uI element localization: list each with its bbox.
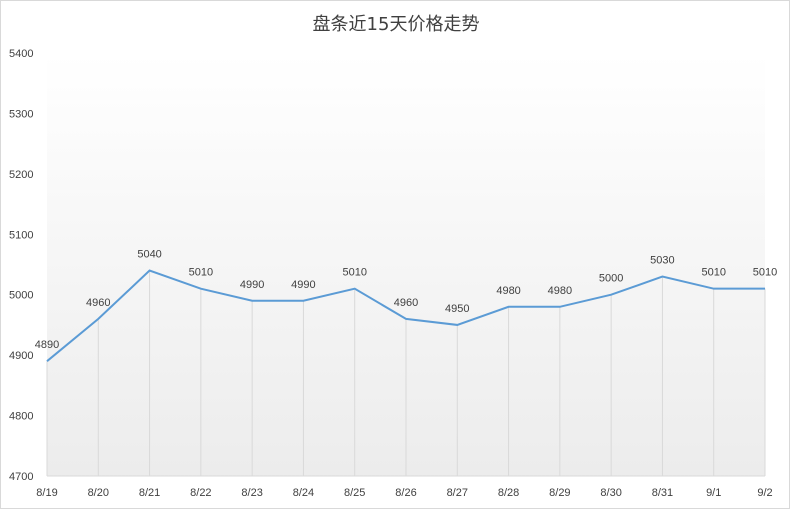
data-label-8/31: 5030 — [650, 255, 674, 267]
data-label-8/22: 5010 — [189, 267, 213, 279]
x-tick-label-8/26: 8/26 — [395, 487, 416, 499]
x-tick-label-8/25: 8/25 — [344, 487, 365, 499]
y-tick-label-4700: 4700 — [9, 471, 33, 483]
y-tick-label-4800: 4800 — [9, 411, 33, 423]
x-axis: 8/19 8/20 8/21 8/22 8/23 8/24 8/25 8/26 8/27 8/28… — [36, 487, 772, 499]
x-tick-label-8/20: 8/20 — [88, 487, 109, 499]
data-label-8/27: 4950 — [445, 303, 469, 315]
x-tick-label-8/23: 8/23 — [241, 487, 262, 499]
data-label-8/29: 4980 — [548, 285, 572, 297]
data-label-8/23: 4990 — [240, 279, 264, 291]
y-tick-label-5200: 5200 — [9, 169, 33, 181]
chart-title: 盘条近15天价格走势 — [313, 14, 480, 35]
data-label-9/2: 5010 — [753, 267, 777, 279]
data-label-8/28: 4980 — [496, 285, 520, 297]
data-label-9/1: 5010 — [701, 267, 725, 279]
x-tick-label-8/30: 8/30 — [600, 487, 621, 499]
x-tick-label-8/28: 8/28 — [498, 487, 519, 499]
x-tick-label-8/24: 8/24 — [293, 487, 314, 499]
y-tick-label-5000: 5000 — [9, 290, 33, 302]
x-tick-label-8/21: 8/21 — [139, 487, 160, 499]
y-tick-label-5300: 5300 — [9, 108, 33, 120]
data-label-8/26: 4960 — [394, 297, 418, 309]
data-label-8/21: 5040 — [137, 249, 161, 261]
x-tick-label-8/19: 8/19 — [36, 487, 57, 499]
data-label-8/30: 5000 — [599, 273, 623, 285]
data-label-8/25: 5010 — [342, 267, 366, 279]
x-tick-label-8/22: 8/22 — [190, 487, 211, 499]
x-tick-label-8/29: 8/29 — [549, 487, 570, 499]
series-line — [46, 269, 765, 362]
y-tick-label-5100: 5100 — [9, 229, 33, 241]
x-tick-label-8/31: 8/31 — [652, 487, 673, 499]
data-label-8/20: 4960 — [86, 297, 110, 309]
x-tick-label-8/27: 8/27 — [447, 487, 468, 499]
data-labels: 4890 4960 5040 5010 4990 4990 5010 4960 4950 4980… — [35, 249, 777, 352]
y-tick-label-4900: 4900 — [9, 350, 33, 362]
x-tick-label-9/1: 9/1 — [706, 487, 721, 499]
y-axis: 4700 4800 4900 5000 5100 5200 5300 5400 — [9, 48, 33, 483]
data-label-8/19: 4890 — [35, 339, 59, 351]
y-tick-label-5400: 5400 — [9, 48, 33, 60]
data-label-8/24: 4990 — [291, 279, 315, 291]
gridlines — [46, 270, 766, 477]
x-tick-label-9/2: 9/2 — [757, 487, 772, 499]
